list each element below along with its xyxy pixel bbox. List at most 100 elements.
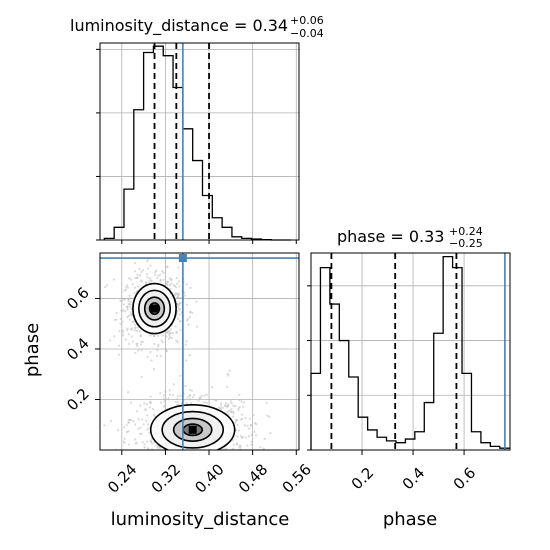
joint-scatter-point <box>193 393 196 397</box>
joint-scatter-point <box>228 369 231 372</box>
joint-scatter-point <box>179 374 182 377</box>
joint-scatter-point <box>123 289 126 292</box>
joint-scatter-point <box>128 294 131 297</box>
joint-scatter-point <box>230 408 233 411</box>
joint-scatter-point <box>127 391 130 394</box>
joint-scatter-point <box>126 308 129 311</box>
joint-scatter-point <box>129 401 133 404</box>
joint-scatter-point <box>234 405 237 408</box>
joint-scatter-point <box>132 320 135 323</box>
joint-scatter-point <box>106 284 109 287</box>
joint-scatter-point <box>130 307 133 311</box>
phase-histogram-panel: 0.2 0.4 0.6 <box>307 252 511 493</box>
joint-scatter-point <box>173 294 177 297</box>
joint-xtick-label-4: 0.56 <box>279 460 315 496</box>
joint-scatter-point <box>150 359 153 362</box>
joint-scatter-point <box>109 419 113 423</box>
joint-contours <box>132 282 236 450</box>
joint-xtick-label-1: 0.32 <box>148 460 184 496</box>
joint-scatter-point <box>166 265 169 269</box>
joint-scatter-point <box>265 401 268 405</box>
joint-scatter-point <box>121 320 124 323</box>
title-luminosity-distance: luminosity_distance = 0.34 +0.06 −0.04 <box>70 14 324 40</box>
joint-scatter-point <box>151 442 154 445</box>
joint-scatter-point <box>117 353 121 356</box>
joint-scatter-point <box>188 394 191 397</box>
joint-scatter-point <box>124 310 127 313</box>
joint-scatter-point <box>168 332 171 335</box>
joint-scatter-point <box>134 423 137 426</box>
joint-scatter-point <box>175 292 178 295</box>
joint-scatter-point <box>149 277 152 280</box>
joint-ytick-label-2: 0.6 <box>63 284 93 314</box>
joint-scatter-point <box>244 436 248 439</box>
joint-scatter-point <box>252 414 255 417</box>
joint-scatter-point <box>240 436 244 439</box>
joint-scatter-point <box>126 328 129 332</box>
joint-scatter-point <box>128 277 131 280</box>
joint-scatter-point <box>104 285 107 289</box>
joint-scatter-point <box>162 278 165 281</box>
y-axis-label-phase: phase <box>22 323 43 377</box>
joint-scatter-point <box>176 341 179 344</box>
joint-scatter-point <box>248 417 251 420</box>
joint-scatter-point <box>232 410 235 413</box>
joint-frame <box>99 252 300 451</box>
joint-scatter-point <box>187 297 191 300</box>
joint-scatter-point <box>162 271 165 274</box>
joint-scatter-point <box>174 325 177 328</box>
joint-scatter-point <box>205 393 208 396</box>
joint-scatter-point <box>164 390 167 393</box>
joint-scatter-point <box>116 429 120 432</box>
joint-scatter-point <box>161 269 164 273</box>
joint-scatter-point <box>226 406 229 409</box>
joint-scatter-point <box>165 281 168 285</box>
joint-scatter-point <box>156 276 159 280</box>
joint-scatter-point <box>159 355 162 358</box>
title-phase-main: phase = 0.33 <box>337 227 444 246</box>
joint-scatter-point <box>127 286 130 289</box>
joint-scatter-point <box>254 434 258 437</box>
joint-scatter-point <box>121 298 125 301</box>
joint-scatter-point <box>144 408 148 411</box>
joint-scatter-point <box>247 435 251 438</box>
joint-scatter-point <box>238 393 241 397</box>
joint-scatter-point <box>160 401 163 404</box>
joint-scatter-point <box>190 389 193 392</box>
joint-scatter-point <box>141 269 144 272</box>
joint-scatter-point <box>259 446 262 449</box>
joint-scatter-point <box>239 418 243 421</box>
joint-scatter-point <box>161 341 164 344</box>
joint-scatter-point <box>123 298 126 301</box>
joint-scatter-point <box>166 331 169 334</box>
joint-scatter-point <box>176 398 179 401</box>
joint-scatter-point <box>240 413 244 416</box>
joint-scatter-point <box>139 426 142 429</box>
joint-scatter-point <box>146 428 149 431</box>
joint-scatter-point <box>149 264 152 267</box>
joint-scatter-point <box>148 427 151 430</box>
joint-scatter-point <box>188 316 191 319</box>
joint-scatter-point <box>132 420 135 423</box>
joint-scatter-point <box>138 274 142 277</box>
joint-scatter-point <box>122 440 125 443</box>
joint-scatter-point <box>177 280 181 283</box>
joint-scatter-point <box>129 297 132 300</box>
joint-scatter-point <box>145 402 148 406</box>
joint-scatter-point <box>134 438 137 441</box>
joint-scatter-point <box>221 406 224 409</box>
joint-scatter-point <box>149 395 152 398</box>
joint-scatter-point <box>156 334 160 337</box>
joint-scatter-point <box>184 384 187 388</box>
joint-scatter-point <box>232 443 236 446</box>
joint-scatter-point <box>177 317 180 321</box>
joint-scatter-point <box>187 323 190 326</box>
joint-scatter-point <box>170 282 173 285</box>
joint-scatter-point <box>146 276 149 279</box>
x-axis-label-luminosity-distance: luminosity_distance <box>111 509 290 530</box>
joint-scatter-point <box>169 288 172 291</box>
joint-scatter-point <box>236 423 239 427</box>
joint-scatter-point <box>140 270 143 274</box>
joint-scatter-point <box>165 350 168 353</box>
